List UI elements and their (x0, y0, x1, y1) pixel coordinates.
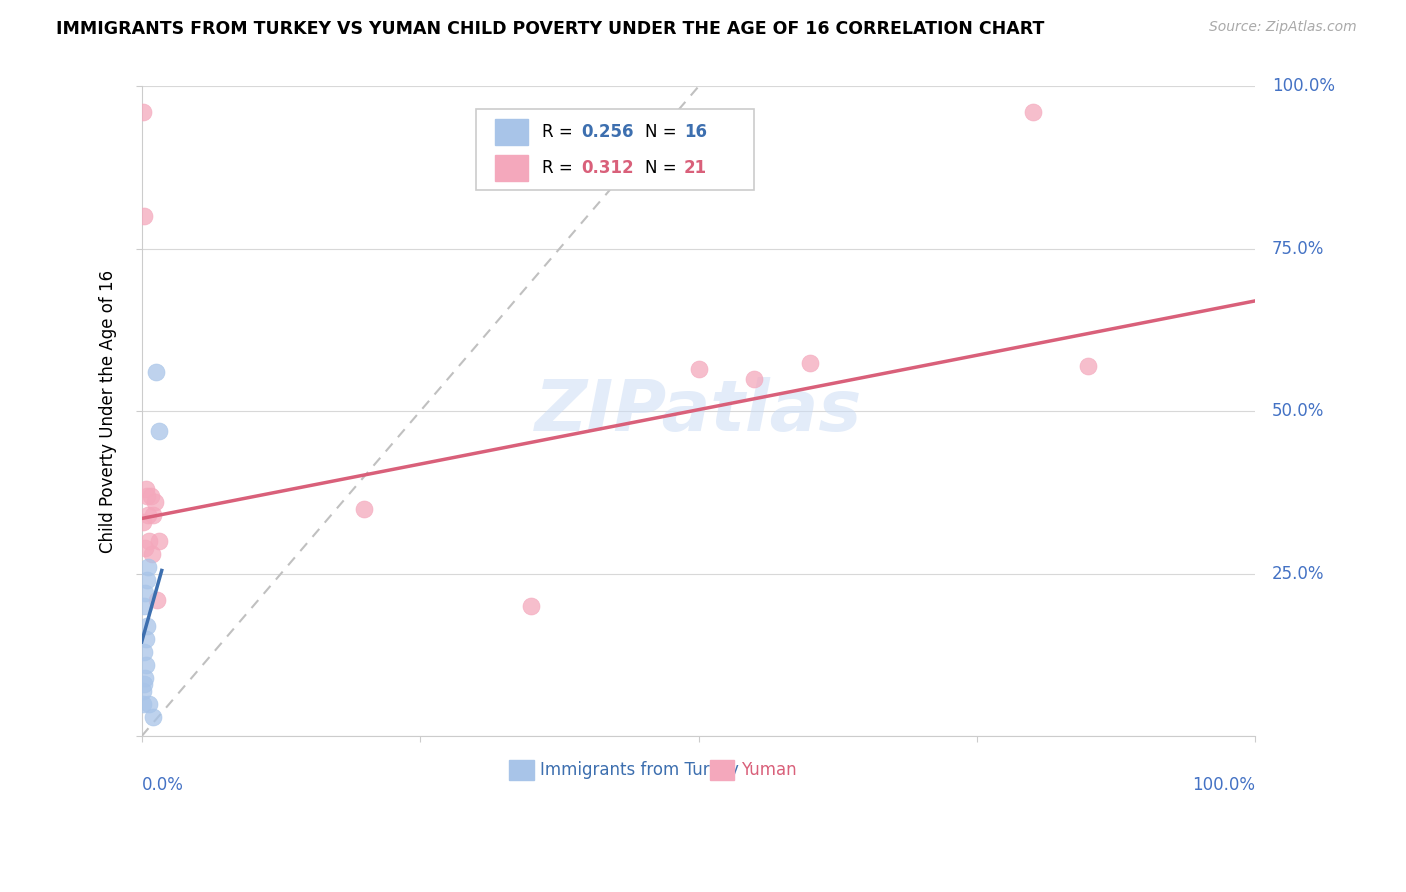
Point (132, 515, 155, 529)
FancyBboxPatch shape (710, 760, 734, 780)
Text: Source: ZipAtlas.com: Source: ZipAtlas.com (1209, 20, 1357, 34)
Point (146, 592, 169, 607)
Point (132, 697, 155, 711)
Point (148, 534, 170, 549)
Text: 25.0%: 25.0% (1272, 565, 1324, 582)
Point (136, 489, 159, 503)
Point (1021, 105, 1043, 120)
Point (132, 105, 155, 120)
Point (148, 424, 170, 438)
Point (1077, 359, 1099, 373)
Point (135, 482, 157, 496)
Point (134, 645, 156, 659)
Point (799, 355, 821, 369)
Point (142, 508, 165, 523)
Text: N =: N = (645, 123, 682, 141)
Text: R =: R = (541, 123, 578, 141)
Text: Yuman: Yuman (741, 761, 796, 779)
Point (688, 362, 710, 376)
Point (143, 495, 166, 509)
Text: 100.0%: 100.0% (1272, 78, 1336, 95)
Point (520, 599, 543, 614)
Text: Immigrants from Turkey: Immigrants from Turkey (540, 761, 740, 779)
FancyBboxPatch shape (509, 760, 534, 780)
Point (134, 541, 156, 555)
Text: 21: 21 (685, 159, 707, 177)
Point (138, 697, 160, 711)
Text: 0.0%: 0.0% (142, 776, 184, 795)
Text: IMMIGRANTS FROM TURKEY VS YUMAN CHILD POVERTY UNDER THE AGE OF 16 CORRELATION CH: IMMIGRANTS FROM TURKEY VS YUMAN CHILD PO… (56, 20, 1045, 37)
Text: N =: N = (645, 159, 682, 177)
Point (145, 365, 167, 379)
Point (141, 547, 163, 561)
Text: 0.256: 0.256 (582, 123, 634, 141)
Point (142, 709, 165, 723)
Point (132, 677, 155, 691)
Text: ZIPatlas: ZIPatlas (534, 376, 862, 446)
Point (135, 657, 157, 672)
Text: 0.312: 0.312 (582, 159, 634, 177)
FancyBboxPatch shape (495, 119, 529, 145)
Text: 16: 16 (685, 123, 707, 141)
Text: 75.0%: 75.0% (1272, 240, 1324, 258)
Point (138, 534, 160, 549)
Point (134, 671, 156, 685)
Text: 50.0%: 50.0% (1272, 402, 1324, 420)
Y-axis label: Child Poverty Under the Age of 16: Child Poverty Under the Age of 16 (100, 269, 117, 553)
Point (136, 618, 159, 632)
Point (132, 599, 155, 614)
Point (134, 586, 156, 600)
FancyBboxPatch shape (495, 154, 529, 181)
Point (742, 372, 765, 386)
Point (135, 573, 157, 587)
FancyBboxPatch shape (475, 109, 754, 190)
Text: R =: R = (541, 159, 578, 177)
Point (138, 560, 160, 574)
Point (132, 210, 155, 224)
Point (135, 632, 157, 646)
Point (138, 508, 160, 523)
Point (132, 683, 155, 698)
Text: 100.0%: 100.0% (1192, 776, 1256, 795)
Point (139, 489, 162, 503)
Point (353, 501, 375, 516)
